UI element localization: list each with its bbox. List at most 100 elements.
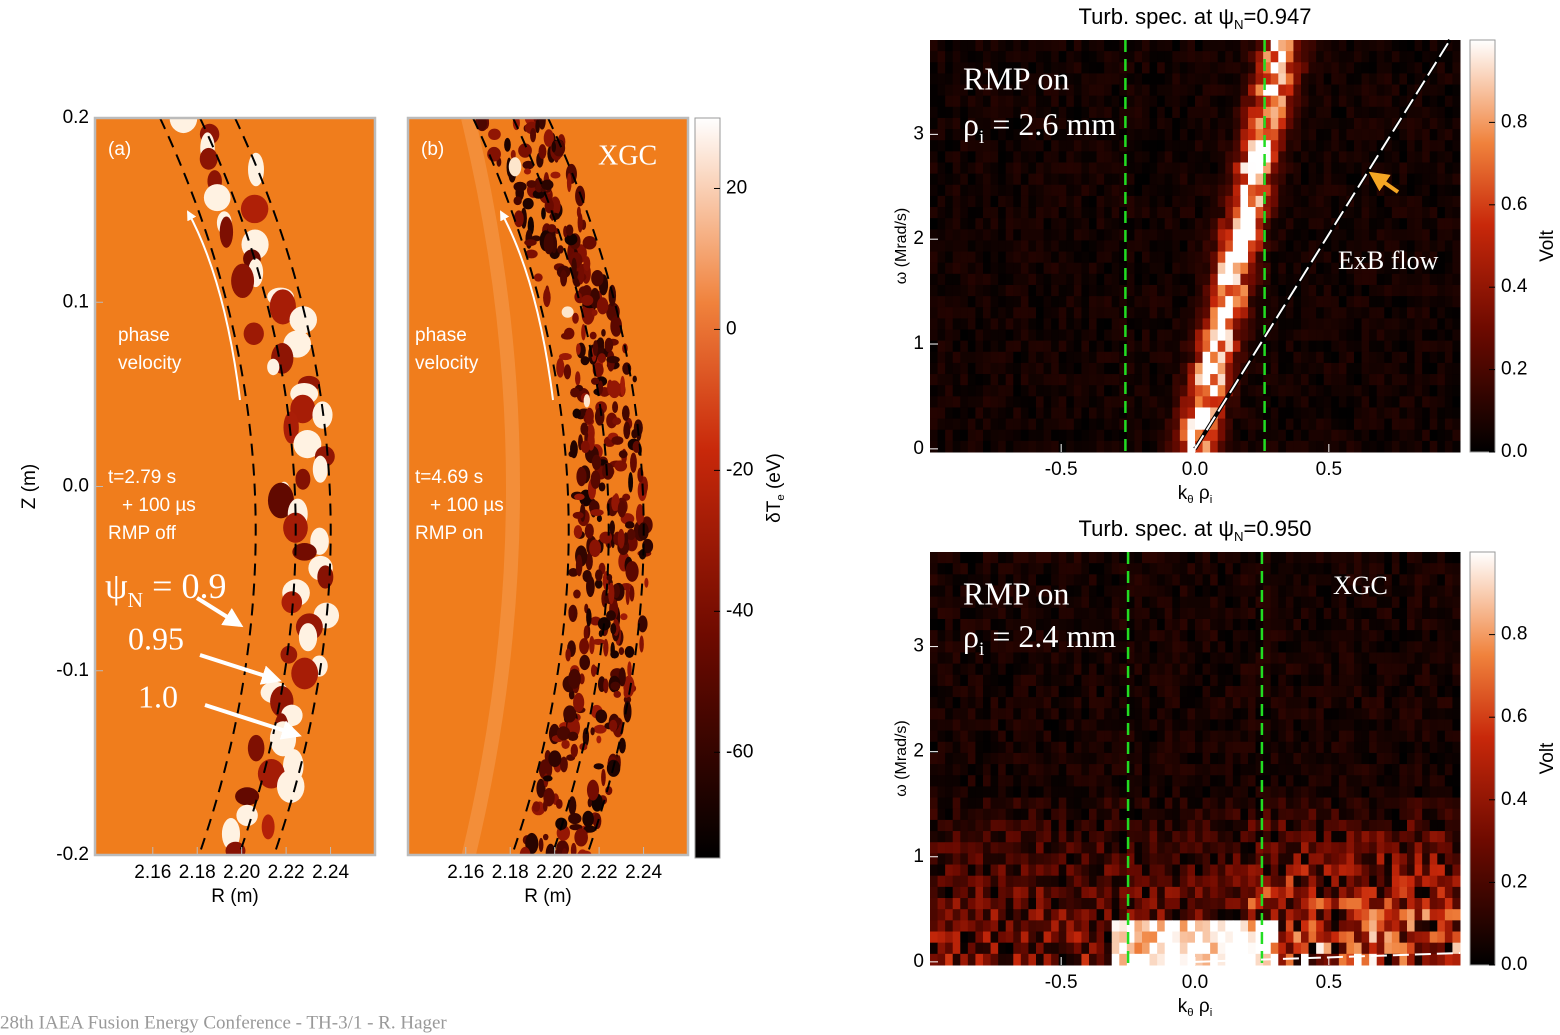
heatmap-cell: [1392, 742, 1400, 754]
fluctuation: [488, 129, 501, 140]
heatmap-cell: [1392, 686, 1400, 698]
heatmap-cell: [1225, 285, 1233, 297]
heatmap-cell: [1142, 574, 1150, 586]
heatmap-cell: [1415, 162, 1423, 174]
heatmap-cell: [991, 385, 999, 397]
heatmap-cell: [1437, 686, 1445, 698]
heatmap-cell: [1278, 363, 1286, 375]
heatmap-cell: [1028, 196, 1036, 208]
heatmap-cell: [1021, 831, 1029, 843]
heatmap-cell: [1233, 708, 1241, 720]
heatmap-cell: [1430, 742, 1438, 754]
heatmap-cell: [1104, 352, 1112, 364]
heatmap-cell: [1293, 85, 1301, 97]
heatmap-cell: [1028, 240, 1036, 252]
heatmap-cell: [998, 697, 1006, 709]
heatmap-cell: [1142, 597, 1150, 609]
heatmap-cell: [1119, 764, 1127, 776]
heatmap-cell: [1218, 664, 1226, 676]
heatmap-cell: [1407, 385, 1415, 397]
heatmap-cell: [1354, 51, 1362, 63]
heatmap-cell: [1278, 207, 1286, 219]
heatmap-cell: [983, 252, 991, 264]
heatmap-cell: [1240, 407, 1248, 419]
heatmap-cell: [1028, 764, 1036, 776]
heatmap-cell: [1044, 764, 1052, 776]
heatmap-cell: [1452, 786, 1460, 798]
heatmap-cell: [1452, 118, 1460, 130]
heatmap-cell: [1180, 831, 1188, 843]
heatmap-cell: [1240, 731, 1248, 743]
heatmap-cell: [1354, 742, 1362, 754]
heatmap-cell: [1430, 274, 1438, 286]
heatmap-cell: [930, 341, 938, 353]
heatmap-cell: [1309, 652, 1317, 664]
heatmap-cell: [1301, 574, 1309, 586]
heatmap-cell: [1309, 675, 1317, 687]
heatmap-cell: [1150, 407, 1158, 419]
heatmap-cell: [991, 708, 999, 720]
heatmap-cell: [1218, 686, 1226, 698]
heatmap-cell: [1286, 552, 1294, 564]
heatmap-cell: [1339, 731, 1347, 743]
heatmap-cell: [1021, 731, 1029, 743]
heatmap-cell: [1165, 697, 1173, 709]
heatmap-cell: [1256, 151, 1264, 163]
heatmap-cell: [1278, 140, 1286, 152]
heatmap-cell: [1172, 51, 1180, 63]
heatmap-cell: [1066, 263, 1074, 275]
heatmap-cell: [1248, 764, 1256, 776]
heatmap-cell: [1316, 51, 1324, 63]
heatmap-cell: [930, 753, 938, 765]
heatmap-cell: [1286, 263, 1294, 275]
heatmap-cell: [1377, 51, 1385, 63]
heatmap-cell: [945, 552, 953, 564]
heatmap-cell: [1089, 831, 1097, 843]
heatmap-cell: [1316, 218, 1324, 230]
heatmap-cell: [968, 809, 976, 821]
heatmap-cell: [1346, 798, 1354, 810]
heatmap-cell: [1384, 675, 1392, 687]
heatmap-cell: [1248, 62, 1256, 74]
heatmap-cell: [1437, 430, 1445, 442]
heatmap-cell: [1081, 419, 1089, 431]
heatmap-cell: [1316, 107, 1324, 119]
heatmap-cell: [1430, 608, 1438, 620]
heatmap-cell: [1044, 675, 1052, 687]
heatmap-cell: [983, 742, 991, 754]
heatmap-cell: [1422, 396, 1430, 408]
heatmap-cell: [1203, 675, 1211, 687]
heatmap-cell: [1150, 630, 1158, 642]
heatmap-cell: [1203, 396, 1211, 408]
fluctuation: [612, 417, 621, 424]
heatmap-cell: [1415, 652, 1423, 664]
heatmap-cell: [1369, 330, 1377, 342]
heatmap-cell: [945, 174, 953, 186]
heatmap-cell: [1187, 374, 1195, 386]
heatmap-cell: [1218, 62, 1226, 74]
heatmap-cell: [1346, 719, 1354, 731]
heatmap-cell: [960, 396, 968, 408]
heatmap-cell: [1134, 764, 1142, 776]
heatmap-cell: [1415, 174, 1423, 186]
heatmap-cell: [1028, 385, 1036, 397]
heatmap-cell: [1278, 719, 1286, 731]
heatmap-cell: [1271, 129, 1279, 141]
heatmap-cell: [1399, 40, 1407, 52]
heatmap-cell: [953, 563, 961, 575]
heatmap-cell: [1104, 85, 1112, 97]
heatmap-cell: [1278, 563, 1286, 575]
heatmap-cell: [1339, 385, 1347, 397]
heatmap-cell: [1384, 786, 1392, 798]
heatmap-cell: [1286, 664, 1294, 676]
heatmap-cell: [1051, 697, 1059, 709]
heatmap-cell: [1309, 118, 1317, 130]
heatmap-cell: [1384, 686, 1392, 698]
heatmap-cell: [1437, 207, 1445, 219]
heatmap-cell: [1006, 430, 1014, 442]
heatmap-cell: [1233, 597, 1241, 609]
heatmap-cell: [1225, 708, 1233, 720]
heatmap-cell: [1271, 686, 1279, 698]
heatmap-cell: [968, 764, 976, 776]
heatmap-cell: [1081, 51, 1089, 63]
